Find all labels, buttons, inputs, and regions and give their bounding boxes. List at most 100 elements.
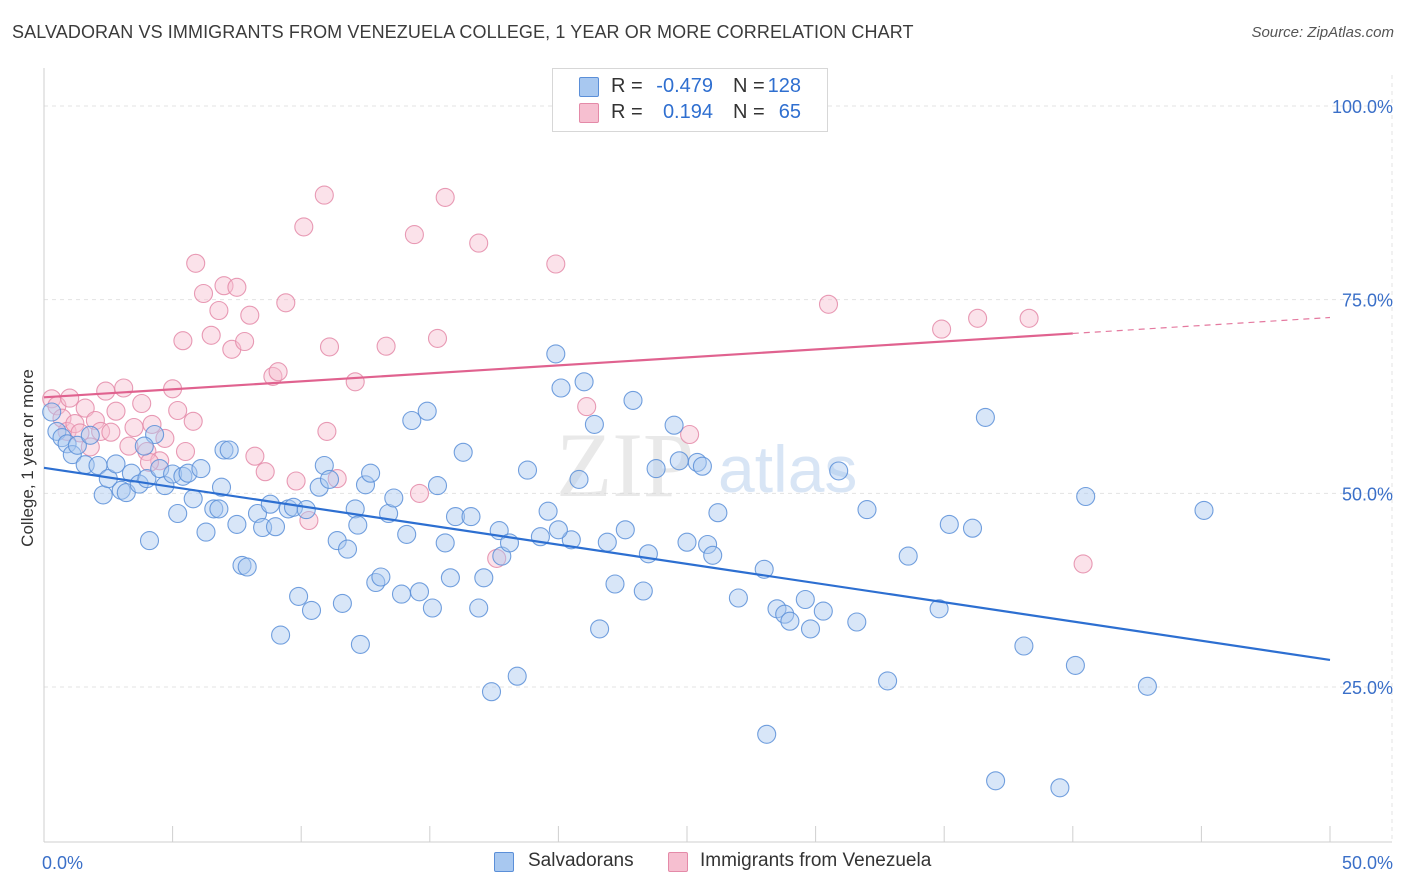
data-point [219, 440, 239, 460]
legend-n-label: N = [733, 75, 765, 97]
bottom-legend-label: Salvadorans [528, 850, 634, 871]
legend-r-label: R = [611, 75, 643, 97]
watermark-atlas: atlas [718, 432, 857, 506]
data-point [548, 520, 568, 540]
data-point [119, 436, 139, 456]
data-point [546, 344, 566, 364]
data-point [193, 283, 214, 304]
data-point [623, 390, 643, 410]
data-point [175, 441, 196, 462]
data-point [633, 581, 653, 601]
data-point [605, 574, 625, 594]
y-tick-label: 100.0% [1332, 97, 1393, 117]
legend-r-value: 0.194 [662, 101, 713, 123]
data-point [677, 532, 697, 552]
x-tick-label: 50.0% [1342, 853, 1393, 873]
data-point [155, 428, 175, 448]
data-point [227, 514, 247, 534]
data-point [590, 619, 610, 639]
data-point [178, 463, 198, 483]
series-immigrants-from-venezuela [42, 185, 1093, 574]
data-point [986, 771, 1006, 791]
data-point [569, 469, 589, 489]
data-point [168, 400, 188, 421]
data-point [345, 372, 365, 392]
data-point [445, 507, 466, 527]
data-point [337, 539, 358, 559]
data-point [391, 584, 412, 604]
data-point [615, 520, 635, 540]
bottom-legend-label: Immigrants from Venezuela [700, 850, 932, 871]
data-point [173, 466, 193, 486]
bottom-legend-swatch-pink [668, 852, 688, 872]
data-point [546, 254, 566, 274]
data-point [111, 480, 131, 500]
data-point [507, 666, 527, 686]
data-point [517, 460, 538, 480]
data-point [813, 601, 833, 621]
data-point [698, 534, 718, 555]
data-point [260, 494, 280, 514]
data-point [67, 435, 87, 455]
data-point [355, 475, 376, 495]
data-point [309, 477, 329, 497]
data-point [201, 325, 221, 345]
y-tick-label: 50.0% [1342, 484, 1393, 504]
data-point [314, 185, 334, 205]
data-point [1194, 500, 1214, 520]
data-point [427, 476, 448, 496]
data-point [209, 499, 229, 519]
correlation-legend: R = -0.479 N = 128 R = 0.194 N = 65 [552, 68, 828, 132]
data-point [47, 421, 67, 441]
source-attribution: Source: ZipAtlas.com [1251, 24, 1394, 41]
data-point [271, 625, 291, 645]
data-point [361, 463, 381, 483]
data-point [65, 414, 85, 434]
data-point [461, 507, 481, 527]
data-point [211, 477, 232, 497]
data-point [96, 381, 116, 401]
data-point [91, 421, 111, 441]
data-point [561, 530, 581, 550]
data-point [227, 277, 247, 297]
data-point [319, 469, 340, 489]
data-point [384, 488, 404, 508]
data-point [276, 293, 296, 313]
data-point [932, 319, 952, 339]
data-point [597, 532, 617, 552]
data-point [795, 589, 815, 610]
data-point [121, 463, 141, 483]
data-point [435, 187, 455, 207]
y-tick-label: 75.0% [1342, 291, 1393, 311]
data-point [132, 393, 152, 414]
data-point [402, 410, 422, 431]
data-point [440, 568, 460, 588]
data-point [240, 305, 260, 325]
data-point [646, 459, 666, 479]
data-point [114, 378, 134, 398]
data-point [435, 533, 455, 553]
data-point [574, 372, 594, 392]
data-point [538, 501, 558, 521]
data-point [93, 485, 113, 505]
data-point [857, 500, 877, 520]
data-point [800, 619, 821, 639]
data-point [427, 328, 448, 348]
data-point [1050, 778, 1070, 798]
data-point [376, 336, 396, 356]
data-point [680, 424, 700, 445]
trend-line-blue [43, 466, 1331, 662]
data-point [245, 446, 265, 466]
data-point [327, 469, 347, 489]
data-point [968, 308, 988, 328]
data-point [453, 442, 473, 462]
legend-n-value: 128 [767, 75, 801, 97]
data-point [265, 517, 286, 537]
data-point [317, 421, 337, 441]
x-tick-label: 0.0% [42, 853, 83, 873]
legend-swatch-blue [579, 77, 599, 97]
data-point [204, 499, 224, 519]
data-point [469, 233, 489, 253]
data-point [173, 331, 193, 351]
